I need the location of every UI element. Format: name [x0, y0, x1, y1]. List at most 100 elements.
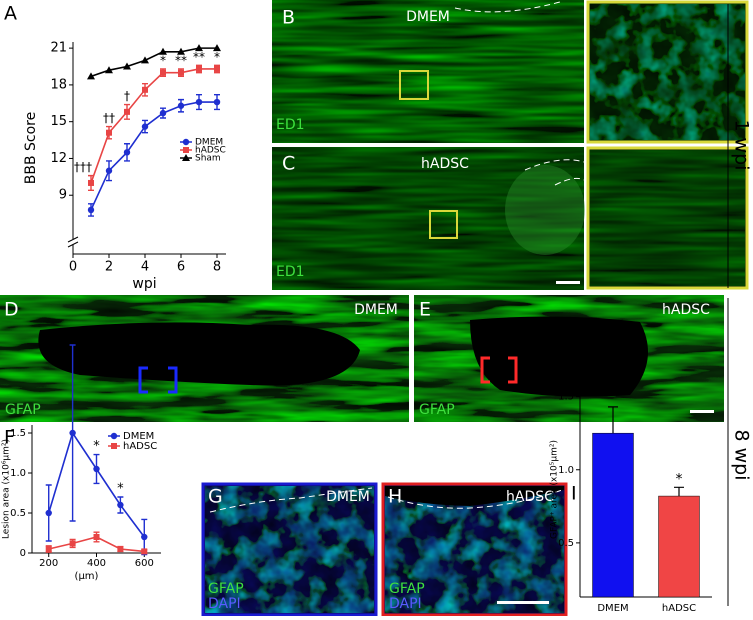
stain-label: DAPI [389, 596, 422, 612]
scale-bar [690, 410, 714, 413]
y-tick-label: 21 [50, 41, 67, 56]
x-tick-label: 200 [39, 558, 58, 569]
roi-box [399, 70, 429, 100]
panel-e: E hADSC GFAP [414, 295, 724, 422]
stain-label: GFAP [208, 581, 244, 597]
x-tick-label: 6 [177, 260, 185, 275]
panel-label: A [4, 3, 17, 25]
y-tick-label: 0.5 [10, 508, 26, 519]
micrograph-texture [385, 486, 564, 613]
data-point [45, 509, 52, 517]
legend-label: hADSC [123, 441, 157, 452]
lesion [385, 486, 564, 506]
error-bar [608, 406, 618, 434]
y-axis-label: BBB Score [23, 112, 39, 184]
significance-label: * [676, 471, 683, 487]
group-label: hADSC [662, 302, 710, 318]
panel-h: H hADSC GFAP DAPI [381, 482, 568, 617]
data-point [159, 47, 167, 55]
data-point [177, 102, 185, 109]
data-point [141, 56, 149, 64]
x-tick-label: 8 [213, 260, 221, 275]
legend-label: DMEM [123, 431, 154, 442]
legend-label: DMEM [195, 138, 223, 148]
data-point [142, 86, 148, 93]
data-point [69, 540, 76, 547]
axis-break-gap [68, 239, 78, 244]
panel-label: F [4, 427, 15, 449]
data-point [213, 98, 221, 106]
data-point [106, 129, 112, 136]
y-tick-label: 1.0 [558, 465, 574, 476]
panel-label: B [282, 7, 295, 29]
bar [592, 432, 634, 598]
panel-d: D DMEM GFAP [0, 295, 409, 422]
stain-label: GFAP [389, 581, 425, 597]
x-tick-label: hADSC [662, 603, 696, 614]
data-point [87, 206, 95, 214]
legend-marker [183, 147, 189, 153]
legend-marker [110, 432, 118, 440]
significance-label: * [214, 50, 220, 64]
time-label: 8 wpi [731, 429, 753, 480]
lesion [38, 322, 360, 386]
x-tick-label: DMEM [597, 603, 628, 614]
axis-break [67, 236, 79, 248]
x-tick-label: 0 [69, 260, 77, 275]
y-tick-label: 0.5 [558, 538, 574, 549]
micrograph-texture [272, 147, 584, 290]
panel-label: E [419, 299, 431, 321]
x-tick-label: 400 [87, 558, 106, 569]
legend-label: hADSC [195, 146, 226, 156]
data-point [88, 179, 94, 186]
panel-g: G DMEM GFAP DAPI [201, 482, 378, 617]
x-axis-label: (μm) [75, 571, 99, 582]
legend-marker [182, 154, 190, 161]
panel-label: C [282, 153, 295, 175]
stain-label: DAPI [208, 596, 241, 612]
data-point [214, 65, 220, 72]
data-point [213, 44, 221, 52]
data-point [141, 123, 149, 130]
scale-bar [556, 281, 580, 284]
data-point [69, 429, 76, 437]
x-tick-label: 2 [105, 260, 113, 275]
chart-2: I 0.5 1.0 1.5 GFAP⁺ area (x10⁵μm²) DMEM hADSC * [550, 382, 712, 614]
data-point [123, 149, 131, 156]
data-point [178, 69, 184, 76]
legend-label: Sham [195, 154, 221, 164]
stain-label: ED1 [276, 117, 305, 133]
data-point [105, 167, 113, 174]
lesion-border [387, 489, 563, 509]
group-label: DMEM [354, 302, 398, 318]
data-point [141, 548, 148, 555]
data-point [196, 65, 202, 72]
cell-cluster [505, 165, 585, 255]
significance-label: †† [103, 111, 115, 125]
y-tick-label: 9 [59, 188, 67, 203]
bar [658, 495, 700, 598]
micrograph-texture [590, 4, 745, 140]
y-tick-label: 1.0 [10, 468, 26, 479]
y-tick-label: 1.5 [558, 392, 574, 403]
roi-box [138, 366, 178, 394]
group-label: DMEM [406, 9, 450, 25]
significance-label: ** [193, 50, 205, 64]
x-tick-label: 600 [135, 558, 154, 569]
group-label: DMEM [326, 489, 370, 505]
data-point [195, 44, 203, 52]
scale-bar [497, 601, 549, 604]
roi-box [429, 210, 458, 239]
stain-label: ED1 [276, 264, 305, 280]
lesion-border [209, 487, 373, 513]
lesion-border [454, 1, 561, 13]
panel-label: I [571, 483, 577, 505]
zoom-insets [586, 0, 749, 290]
significance-label: * [93, 439, 100, 454]
panel-c: C hADSC ED1 [272, 147, 585, 290]
x-tick-label: 4 [141, 260, 149, 275]
significance-label: * [117, 482, 124, 497]
